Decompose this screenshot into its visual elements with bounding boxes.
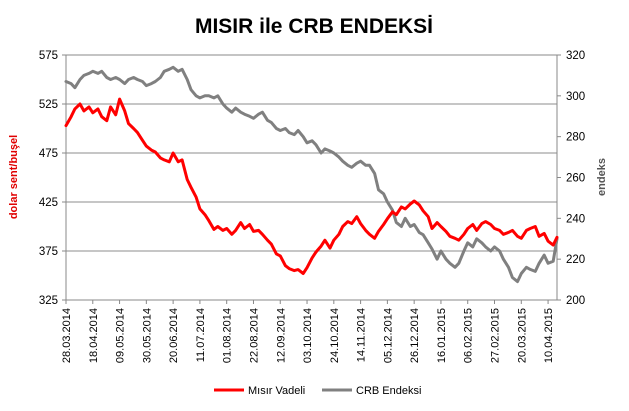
legend: Mısır Vadeli CRB Endeksi [214,385,421,397]
left-axis-ticks: 325 375 425 475 525 575 [39,50,66,307]
x-tick-label: 24.10.2014 [329,308,341,363]
left-tick-label: 325 [39,295,58,307]
x-tick-label: 09.05.2014 [115,308,127,363]
x-tick-label: 22.08.2014 [248,308,260,363]
left-tick-label: 525 [39,99,58,111]
x-tick-label: 10.04.2015 [543,308,555,363]
left-tick-label: 425 [39,197,58,209]
right-tick-label: 200 [566,295,585,307]
x-tick-label: 30.05.2014 [141,308,153,363]
x-tick-label: 27.02.2015 [490,308,502,363]
gridlines [66,103,557,252]
left-tick-label: 475 [39,148,58,160]
x-tick-label: 14.11.2014 [356,308,368,362]
x-tick-label: 06.02.2015 [463,308,475,363]
x-tick-label: 01.08.2014 [222,308,234,363]
x-tick-label: 16.01.2015 [436,308,448,363]
right-axis-ticks: 200 220 240 260 280 300 320 [557,50,585,307]
right-tick-label: 240 [566,213,585,225]
right-tick-label: 320 [566,50,585,62]
left-axis-label: dolar sent/buşel [8,135,20,219]
x-tick-label: 05.12.2014 [382,308,394,363]
x-tick-label: 28.03.2014 [61,308,73,363]
right-axis-label: endeks [596,158,608,196]
x-tick-label: 20.03.2015 [516,308,528,363]
right-tick-label: 220 [566,254,585,266]
x-tick-label: 26.12.2014 [409,308,421,363]
legend-label-crb: CRB Endeksi [356,385,421,397]
plot-area-border [65,54,558,301]
right-tick-label: 300 [566,91,585,103]
series-line-crb [64,65,559,284]
left-tick-label: 375 [39,246,58,258]
right-tick-label: 260 [566,173,585,185]
x-tick-label: 18.04.2014 [88,308,100,363]
left-tick-label: 575 [39,50,58,62]
x-axis-ticks: 28.03.2014 18.04.2014 09.05.2014 30.05.2014… [61,300,555,363]
x-tick-label: 11.07.2014 [195,308,207,362]
chart-title: MISIR ile CRB ENDEKSİ [195,15,433,38]
x-tick-label: 03.10.2014 [302,308,314,363]
x-tick-label: 12.09.2014 [275,308,287,363]
x-tick-label: 20.06.2014 [168,308,180,363]
series-line-misir [64,97,559,275]
legend-label-misir: Mısır Vadeli [248,385,305,397]
right-tick-label: 280 [566,132,585,144]
series-lines [64,65,559,284]
